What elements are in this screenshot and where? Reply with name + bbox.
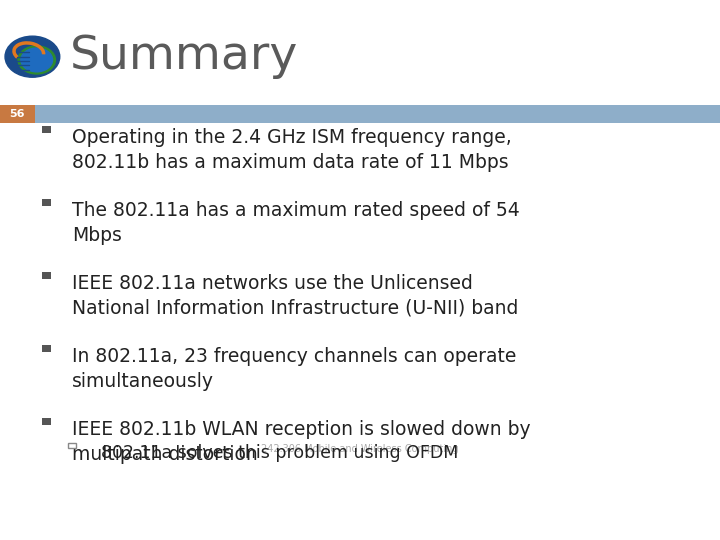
Bar — [68, 443, 76, 448]
Text: 242.306 Mobile and Wireless Computing: 242.306 Mobile and Wireless Computing — [261, 444, 459, 454]
Text: IEEE 802.11b WLAN reception is slowed down by
multipath distortion: IEEE 802.11b WLAN reception is slowed do… — [72, 420, 531, 463]
Bar — [42, 199, 52, 206]
Bar — [42, 272, 52, 279]
Text: In 802.11a, 23 frequency channels can operate
simultaneously: In 802.11a, 23 frequency channels can op… — [72, 347, 516, 390]
Bar — [42, 345, 52, 352]
Circle shape — [18, 46, 55, 74]
Text: IEEE 802.11a networks use the Unlicensed
National Information Infrastructure (U-: IEEE 802.11a networks use the Unlicensed… — [72, 274, 518, 318]
Text: 802.11a solves this problem using OFDM: 802.11a solves this problem using OFDM — [101, 444, 458, 462]
Text: Summary: Summary — [70, 34, 298, 79]
Bar — [42, 418, 52, 424]
Text: 56: 56 — [9, 109, 25, 119]
Bar — [35, 105, 720, 123]
Circle shape — [5, 36, 60, 77]
Bar — [0, 105, 35, 123]
Text: Operating in the 2.4 GHz ISM frequency range,
802.11b has a maximum data rate of: Operating in the 2.4 GHz ISM frequency r… — [72, 128, 512, 172]
Bar — [42, 126, 52, 133]
Circle shape — [21, 48, 53, 72]
Text: The 802.11a has a maximum rated speed of 54
Mbps: The 802.11a has a maximum rated speed of… — [72, 201, 520, 245]
